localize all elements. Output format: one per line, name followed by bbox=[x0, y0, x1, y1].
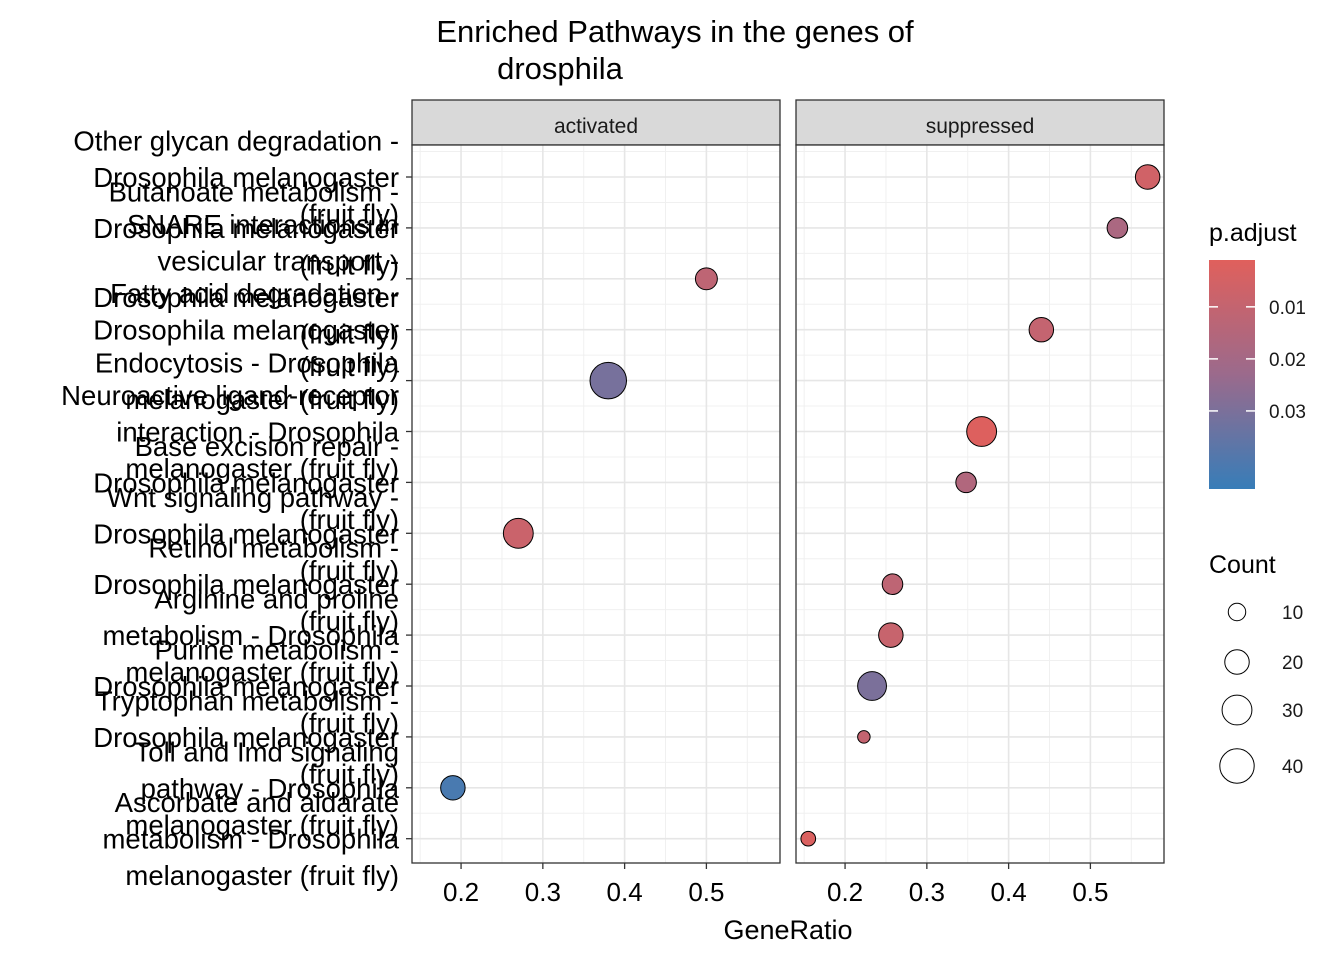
count-legend-label: 10 bbox=[1282, 603, 1303, 624]
panel-border-suppressed bbox=[795, 144, 1165, 864]
y-tick-label: Fatty acid degradation -Drosophila melan… bbox=[93, 278, 399, 382]
data-point bbox=[857, 730, 871, 744]
data-point bbox=[589, 361, 627, 400]
data-point bbox=[694, 267, 718, 291]
count-legend-label: 40 bbox=[1282, 757, 1303, 778]
count-legend-label: 20 bbox=[1282, 653, 1303, 674]
count-legend-title: Count bbox=[1209, 551, 1276, 579]
count-legend-key bbox=[1221, 694, 1253, 726]
colorbar-tick-label: 0.03 bbox=[1269, 402, 1306, 423]
y-tick-label: Endocytosis - Drosophila melanogaster (fr… bbox=[95, 347, 400, 415]
colorbar-tick-label: 0.02 bbox=[1269, 350, 1306, 371]
data-point bbox=[502, 517, 534, 549]
data-point bbox=[1134, 164, 1161, 190]
p-adjust-legend-title: p.adjust bbox=[1209, 219, 1297, 247]
x-tick-label: 0.4 bbox=[607, 877, 643, 907]
p-adjust-legend: p.adjust 0.01 0.02 0.03 bbox=[1209, 219, 1306, 489]
facet-strip-suppressed bbox=[795, 99, 1165, 146]
facet-strip-label-activated: activated bbox=[554, 115, 638, 138]
panel-background-suppressed bbox=[796, 145, 1164, 863]
data-point bbox=[440, 775, 466, 801]
y-tick-label: Wnt signaling pathway -Drosophila melano… bbox=[93, 482, 399, 586]
data-point bbox=[966, 416, 998, 447]
chart-title-line-1: Enriched Pathways in the genes of bbox=[436, 14, 914, 49]
y-tick-label: Purine metabolism -Drosophila melanogast… bbox=[93, 635, 399, 739]
y-axis: Other glycan degradation -Drosophila mel… bbox=[61, 126, 412, 891]
y-tick-label: Retinol metabolism -Drosophila melanogas… bbox=[93, 533, 399, 637]
x-axis-title: GeneRatio bbox=[723, 915, 852, 945]
count-legend-key bbox=[1219, 748, 1255, 784]
count-legend: Count 10 20 30 40 bbox=[1209, 551, 1303, 784]
y-tick-label: Neuroactive ligand-receptor interaction -… bbox=[61, 380, 400, 484]
y-tick-label: Tryptophan metabolism -Drosophila melano… bbox=[93, 685, 399, 789]
x-tick-label: 0.5 bbox=[688, 877, 724, 907]
data-point bbox=[857, 671, 887, 701]
panel-background-activated bbox=[412, 145, 780, 863]
x-tick-label: 0.3 bbox=[909, 877, 945, 907]
facet-strip-label-suppressed: suppressed bbox=[926, 115, 1035, 138]
data-point bbox=[1106, 217, 1129, 239]
data-point bbox=[955, 471, 977, 494]
y-tick-label: Other glycan degradation -Drosophila mel… bbox=[73, 126, 399, 230]
count-legend-label: 30 bbox=[1282, 701, 1303, 722]
count-legend-key bbox=[1224, 649, 1250, 675]
data-point bbox=[800, 830, 817, 847]
y-tick-label: SNARE interactions in vesicular transport… bbox=[93, 209, 399, 349]
data-point bbox=[881, 573, 904, 595]
chart-title-line-2: drosphila bbox=[497, 51, 624, 86]
facet-panel-suppressed: suppressed 0.2 0.3 0.4 0.5 bbox=[795, 99, 1165, 907]
p-adjust-colorbar bbox=[1209, 260, 1255, 489]
y-tick-label: Toll and Imd signaling pathway - Drosophi… bbox=[125, 736, 399, 840]
y-tick-label: Arginine and proline metabolism - Drosoph… bbox=[103, 584, 400, 688]
facet-strip-activated bbox=[411, 99, 781, 146]
data-point bbox=[1028, 316, 1055, 343]
y-tick-label: Base excision repair -Drosophila melanog… bbox=[93, 431, 399, 535]
x-tick-label: 0.2 bbox=[443, 877, 479, 907]
x-tick-label: 0.5 bbox=[1072, 877, 1108, 907]
colorbar-tick-label: 0.01 bbox=[1269, 298, 1306, 319]
x-tick-label: 0.3 bbox=[525, 877, 561, 907]
data-point bbox=[878, 622, 904, 648]
x-tick-label: 0.4 bbox=[991, 877, 1027, 907]
y-tick-label: Ascorbate and aldarate metabolism - Droso… bbox=[103, 787, 400, 891]
y-tick-label: Butanoate metabolism -Drosophila melanog… bbox=[93, 176, 399, 280]
count-legend-key bbox=[1227, 602, 1247, 622]
x-tick-label: 0.2 bbox=[827, 877, 863, 907]
facet-panel-activated: activated 0.2 0.3 0.4 0.5 bbox=[411, 99, 781, 907]
panel-border-activated bbox=[411, 144, 781, 864]
